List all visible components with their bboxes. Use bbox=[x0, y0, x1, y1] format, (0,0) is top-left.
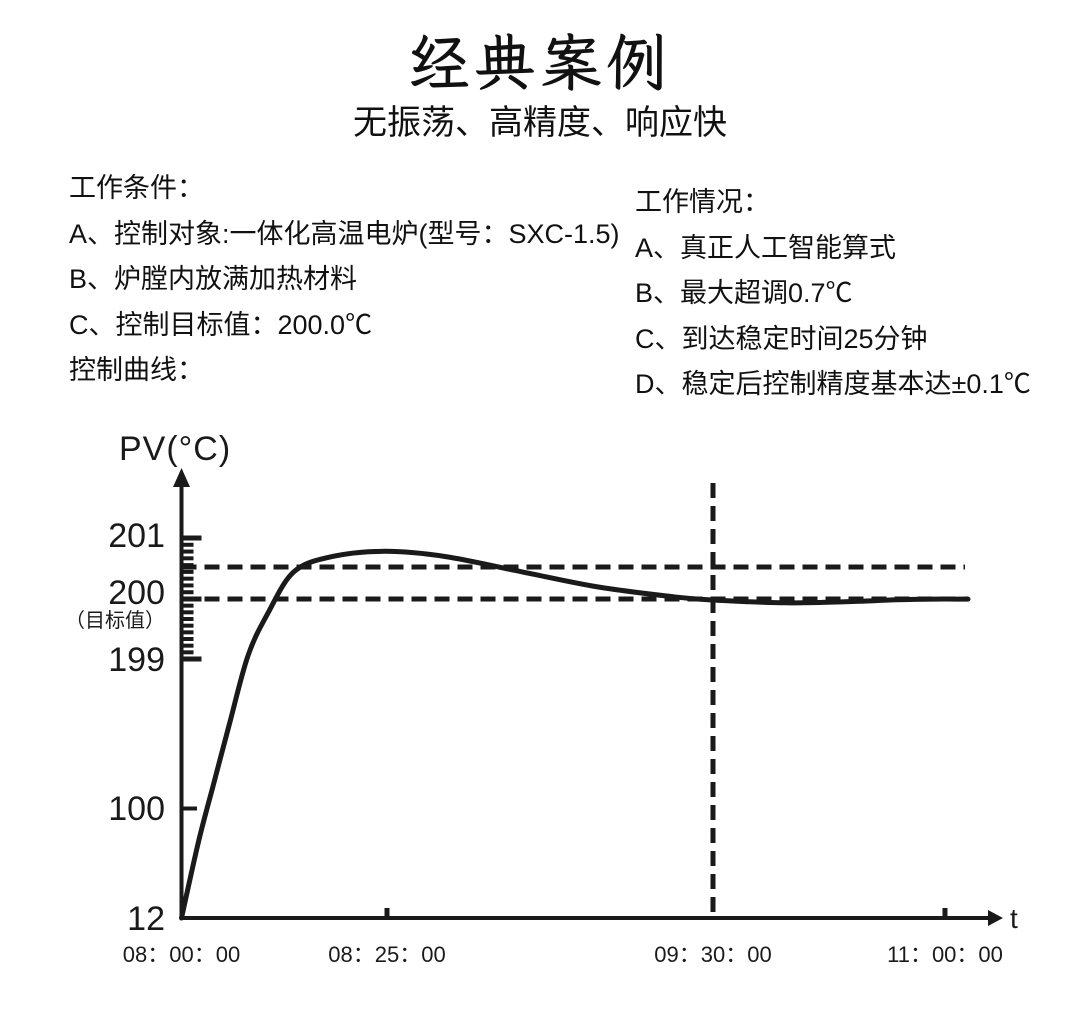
svg-text:201: 201 bbox=[108, 517, 165, 555]
svg-text:（目标值）: （目标值） bbox=[65, 609, 165, 632]
svg-text:08：00：00: 08：00：00 bbox=[123, 942, 240, 967]
svg-text:08：25：00: 08：25：00 bbox=[328, 942, 445, 967]
svg-text:11：00：00: 11：00：00 bbox=[887, 942, 1003, 967]
svg-text:09：30：00: 09：30：00 bbox=[654, 942, 771, 967]
svg-text:100: 100 bbox=[108, 790, 165, 828]
svg-text:t: t bbox=[1010, 903, 1018, 934]
svg-text:199: 199 bbox=[108, 641, 165, 679]
svg-text:PV(°C): PV(°C) bbox=[119, 430, 231, 468]
svg-text:12: 12 bbox=[127, 900, 165, 938]
svg-text:200: 200 bbox=[108, 574, 165, 612]
